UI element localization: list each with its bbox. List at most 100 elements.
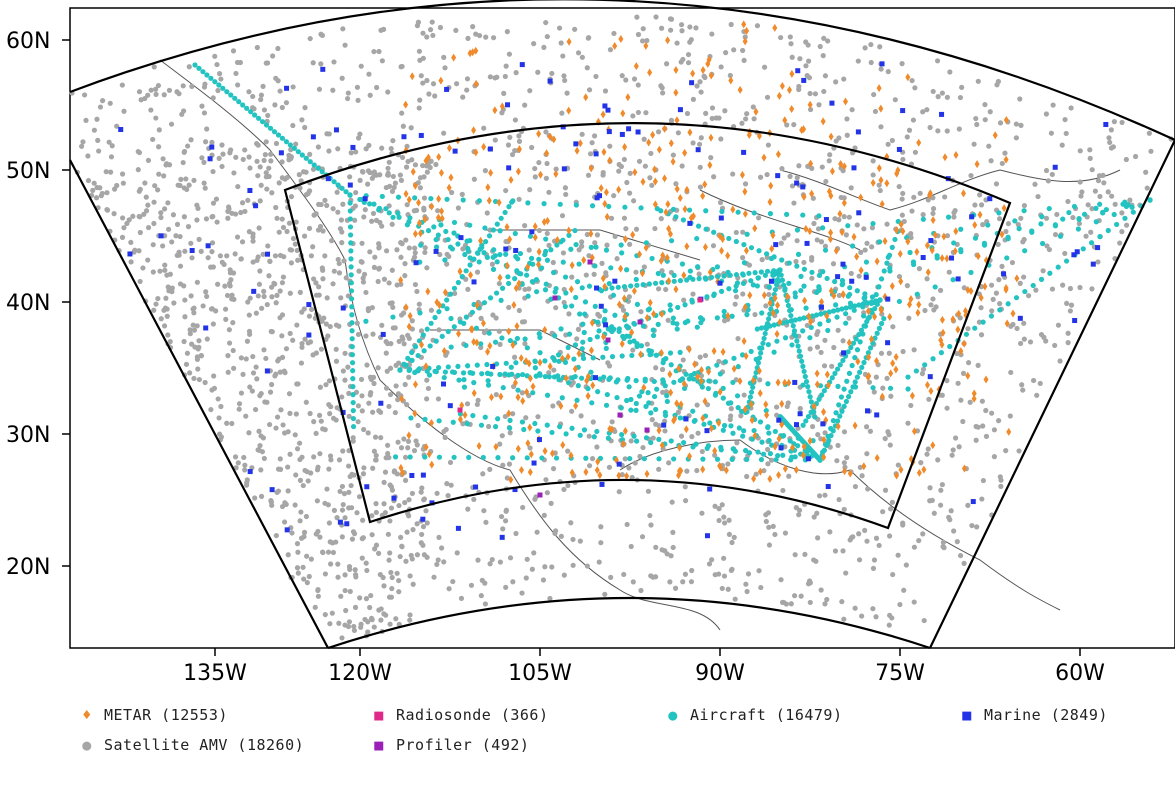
metar-point [952,247,958,256]
satellite-amv-point [187,370,193,376]
satellite-amv-point [387,550,393,556]
metar-point [942,153,948,162]
metar-point [506,327,512,336]
marine-point [776,417,782,423]
metar-point [692,360,698,369]
aircraft-point [843,398,849,405]
satellite-amv-point [1021,274,1027,280]
satellite-amv-point [302,124,308,131]
satellite-amv-point [303,399,309,405]
satellite-amv-point [464,87,470,93]
satellite-amv-point [546,189,552,195]
aircraft-point [478,422,485,428]
aircraft-point [392,454,399,460]
satellite-amv-point [871,91,877,98]
satellite-amv-point [209,139,215,145]
satellite-amv-point [345,364,351,370]
aircraft-point [1013,295,1020,301]
satellite-amv-point [726,531,732,538]
metar-point [814,369,820,378]
satellite-amv-point [196,236,202,242]
metar-point [707,161,713,170]
satellite-amv-point [552,530,558,537]
aircraft-point [605,435,612,441]
aircraft-point [958,226,964,232]
satellite-amv-point [935,457,941,463]
aircraft-point [1103,206,1109,213]
satellite-amv-point [697,164,703,170]
satellite-amv-point [339,240,345,246]
marine-point [378,400,384,406]
metar-point [756,132,762,141]
metar-point [841,199,847,208]
satellite-amv-point [974,524,980,530]
metar-point [972,220,978,229]
satellite-amv-point [344,95,351,102]
satellite-amv-point [234,59,241,66]
aircraft-point [631,320,637,327]
satellite-amv-point [929,497,935,503]
aircraft-point [441,374,447,381]
satellite-amv-point [404,402,410,408]
satellite-amv-point [750,104,756,110]
metar-point [977,210,983,219]
aircraft-point [802,373,808,380]
satellite-amv-point [412,281,419,288]
aircraft-point [633,276,639,283]
satellite-amv-point [502,73,508,80]
aircraft-point [415,352,421,359]
marine-point [529,229,535,235]
metar-point [681,379,687,388]
aircraft-point [263,122,270,128]
satellite-amv-point [215,87,221,94]
aircraft-point [537,372,543,378]
aircraft-point [791,331,797,337]
aircraft-point [830,418,836,424]
satellite-amv-point [529,144,535,151]
satellite-amv-point [161,323,168,329]
marine-point [820,421,826,427]
satellite-amv-point [98,193,104,199]
satellite-amv-point [208,406,214,413]
aircraft-point [860,313,867,319]
satellite-amv-point [1003,228,1009,235]
satellite-amv-point [366,400,372,406]
aircraft-point [473,325,480,331]
satellite-amv-point [411,448,418,454]
marine-point [505,102,511,108]
satellite-amv-point [532,174,538,180]
aircraft-point [817,321,823,327]
satellite-amv-point [728,21,734,28]
aircraft-point [1047,270,1053,276]
satellite-amv-point [628,438,634,444]
aircraft-point [870,385,876,391]
satellite-amv-point [136,89,143,95]
satellite-amv-point [880,509,886,515]
metar-point [865,307,871,316]
aircraft-point [633,400,639,407]
satellite-amv-point [272,102,278,108]
satellite-amv-point [351,472,357,478]
satellite-amv-point [392,409,398,416]
satellite-amv-point [843,232,849,238]
satellite-amv-point [840,548,846,554]
aircraft-point [499,335,505,341]
aircraft-point [606,430,612,436]
metar-point [409,72,415,81]
satellite-amv-point [862,45,868,51]
satellite-amv-point [194,217,200,223]
satellite-amv-point [107,100,113,106]
aircraft-point [597,376,603,382]
satellite-amv-point [858,249,864,255]
satellite-amv-point [606,464,613,470]
marine-point [818,304,824,310]
satellite-amv-point [211,373,217,379]
satellite-amv-point [612,233,618,240]
metar-point [429,202,435,211]
satellite-amv-point [944,378,950,384]
satellite-amv-point [632,460,638,466]
aircraft-point [311,162,317,168]
satellite-amv-point [257,198,263,204]
metar-point [789,104,795,113]
aircraft-point [577,311,583,317]
